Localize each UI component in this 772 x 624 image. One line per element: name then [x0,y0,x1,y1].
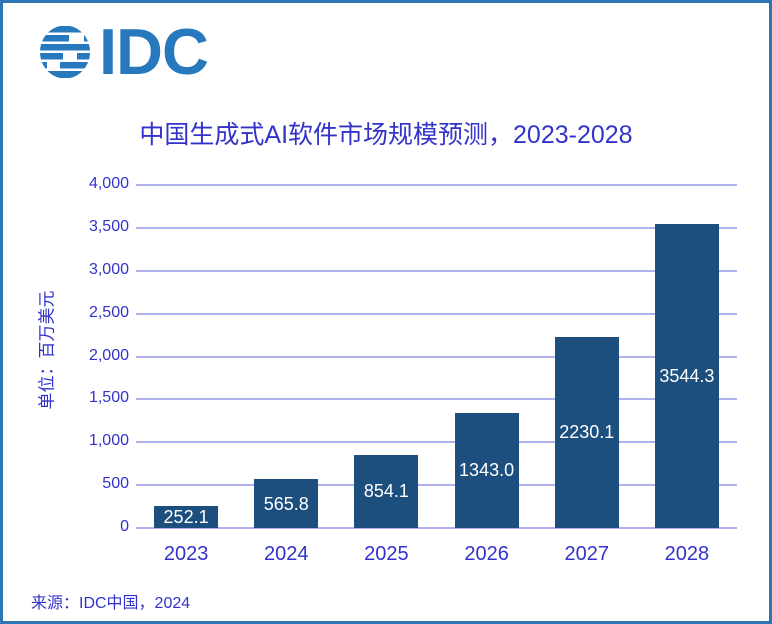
gridline [136,355,737,358]
bar: 3544.3 [654,224,719,528]
y-tick-label: 2,500 [88,303,129,321]
x-tick-label: 2027 [564,543,610,565]
x-tick-label: 2028 [664,543,710,565]
chart-title: 中国生成式AI软件市场规模预测，2023-2028 [139,121,633,149]
bar-value-label: 3544.3 [659,366,715,387]
gridline [136,398,737,401]
x-tick-label: 2025 [364,543,409,565]
bar-value-label: 1343.0 [459,460,515,481]
gridline [136,527,737,529]
y-tick-label: 2,000 [88,346,129,364]
idc-logo-text: IDC [99,15,209,88]
y-tick-label: 1,500 [88,389,129,407]
bar: 2230.1 [554,336,619,528]
x-tick-label: 2024 [264,543,309,565]
idc-globe-icon [40,26,90,78]
y-tick-label: 1,000 [88,432,129,450]
bar-value-label: 854.1 [363,481,409,502]
y-tick-label: 3,500 [88,217,129,235]
gridline [136,312,737,315]
idc-logo: IDC [39,15,209,88]
x-tick-label: 2023 [163,543,209,565]
y-tick-label: 4,000 [88,175,129,192]
bar-value-label: 565.8 [263,493,309,514]
bar: 1343.0 [454,412,519,528]
bar-value-label: 2230.1 [559,422,615,443]
gridline [136,226,737,229]
gridline [136,484,737,487]
bar: 252.1 [154,506,219,528]
y-tick-label: 3,000 [88,260,129,278]
y-tick-label: 500 [102,475,129,493]
bar: 854.1 [354,454,419,528]
x-tick-label: 2026 [464,543,509,565]
bar: 565.8 [254,479,319,528]
gridline [136,269,737,272]
gridline [136,184,737,186]
source-note: 来源：IDC中国，2024 [31,595,191,612]
y-tick-label: 0 [120,518,129,535]
bar-value-label: 252.1 [163,507,209,528]
gridline [136,441,737,444]
